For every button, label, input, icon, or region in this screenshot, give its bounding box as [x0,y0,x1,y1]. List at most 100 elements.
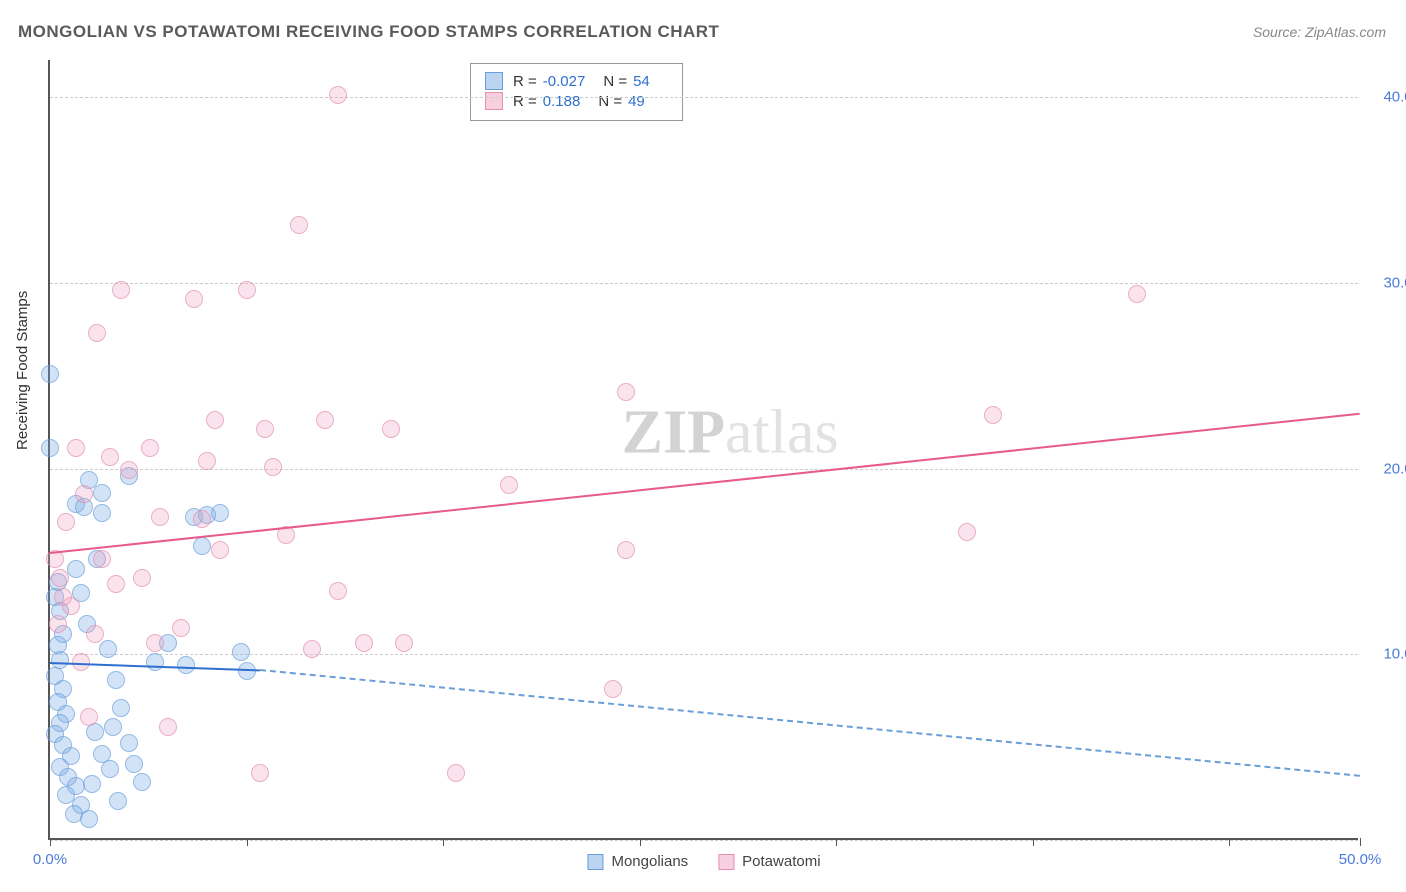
potawatomi-point [62,597,80,615]
x-tick [247,838,248,846]
potawatomi-point [51,569,69,587]
mongolians-point [41,439,59,457]
potawatomi-point [617,383,635,401]
potawatomi-point [86,625,104,643]
potawatomi-point [172,619,190,637]
potawatomi-point [238,281,256,299]
watermark: ZIPatlas [622,398,839,469]
y-tick-label: 20.0% [1383,460,1406,477]
potawatomi-point [72,653,90,671]
potawatomi-point [355,634,373,652]
potawatomi-point [133,569,151,587]
mongolians-point [93,504,111,522]
mongolians-point [104,718,122,736]
legend-item-mongolians: Mongolians [587,853,688,870]
potawatomi-point [290,216,308,234]
legend-item-potawatomi: Potawatomi [718,853,820,870]
legend-label: Potawatomi [742,853,820,870]
potawatomi-legend-swatch [718,854,734,870]
mongolians-point [67,560,85,578]
potawatomi-point [107,575,125,593]
potawatomi-point [264,458,282,476]
x-tick [443,838,444,846]
potawatomi-point [185,290,203,308]
potawatomi-point [93,550,111,568]
mongolians-point [232,643,250,661]
potawatomi-point [57,513,75,531]
potawatomi-trendline [50,413,1360,554]
mongolians-point [211,504,229,522]
mongolians-point [41,365,59,383]
mongolians-point [99,640,117,658]
mongolians-point [125,755,143,773]
stats-row-potawatomi: R =0.188N =49 [485,92,668,110]
mongolians-point [177,656,195,674]
potawatomi-point [447,764,465,782]
mongolians-point [107,671,125,689]
y-tick-label: 10.0% [1383,646,1406,663]
potawatomi-point [958,523,976,541]
y-tick-label: 40.0% [1383,89,1406,106]
potawatomi-point [1128,285,1146,303]
chart-title: MONGOLIAN VS POTAWATOMI RECEIVING FOOD S… [18,22,719,42]
potawatomi-point [303,640,321,658]
correlation-stats-box: R =-0.027N =54 R =0.188N =49 [470,63,683,121]
plot-area: ZIPatlas R =-0.027N =54R =0.188N =49 Mon… [48,60,1358,840]
potawatomi-point [88,324,106,342]
watermark-light: atlas [725,399,839,467]
mongolians-point [193,537,211,555]
mongolians-point [112,699,130,717]
potawatomi-point [112,281,130,299]
potawatomi-point [984,406,1002,424]
mongolians-point [93,484,111,502]
x-tick [1033,838,1034,846]
stats-text: R =0.188N =49 [513,93,663,110]
potawatomi-point [151,508,169,526]
x-tick [50,838,51,846]
potawatomi-point [617,541,635,559]
potawatomi-point [329,86,347,104]
potawatomi-point [395,634,413,652]
mongolians-trendline-extended [259,669,1360,777]
x-tick-label: 50.0% [1339,851,1382,868]
potawatomi-point [211,541,229,559]
potawatomi-point [101,448,119,466]
stats-text: R =-0.027N =54 [513,73,668,90]
source-attribution: Source: ZipAtlas.com [1253,24,1386,40]
x-tick-label: 0.0% [33,851,67,868]
x-tick [640,838,641,846]
x-tick [1360,838,1361,846]
potawatomi-point [146,634,164,652]
stats-row-mongolians: R =-0.027N =54 [485,72,668,90]
potawatomi-point [382,420,400,438]
mongolians-swatch [485,72,503,90]
gridline [50,97,1358,98]
potawatomi-swatch [485,92,503,110]
y-axis-title: Receiving Food Stamps [14,291,31,450]
mongolians-point [101,760,119,778]
legend-label: Mongolians [611,853,688,870]
mongolians-point [109,792,127,810]
potawatomi-point [251,764,269,782]
potawatomi-point [500,476,518,494]
mongolians-point [80,810,98,828]
potawatomi-point [120,461,138,479]
potawatomi-point [206,411,224,429]
mongolians-point [120,734,138,752]
potawatomi-point [198,452,216,470]
legend: Mongolians Potawatomi [587,853,820,870]
potawatomi-point [256,420,274,438]
potawatomi-point [604,680,622,698]
potawatomi-point [159,718,177,736]
potawatomi-point [49,615,67,633]
potawatomi-point [329,582,347,600]
mongolians-point [133,773,151,791]
gridline [50,469,1358,470]
x-tick [1229,838,1230,846]
watermark-bold: ZIP [622,399,725,467]
mongolians-point [83,775,101,793]
mongolians-point [51,651,69,669]
potawatomi-point [67,439,85,457]
mongolians-legend-swatch [587,854,603,870]
x-tick [836,838,837,846]
